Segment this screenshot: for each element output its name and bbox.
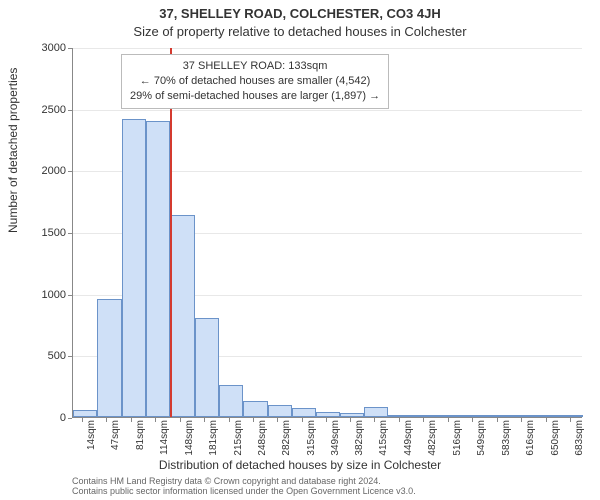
histogram-bar <box>122 119 146 417</box>
histogram-bar <box>461 415 486 417</box>
footer-line1: Contains HM Land Registry data © Crown c… <box>72 476 416 486</box>
histogram-bar <box>413 415 437 417</box>
xtick-mark <box>131 418 132 422</box>
xtick-mark <box>277 418 278 422</box>
xtick-label: 482sqm <box>427 420 438 456</box>
xtick-mark <box>472 418 473 422</box>
xtick-mark <box>374 418 375 422</box>
footer-attribution: Contains HM Land Registry data © Crown c… <box>72 476 416 497</box>
xtick-label: 114sqm <box>159 420 170 455</box>
histogram-bar <box>510 415 534 417</box>
histogram-bar <box>534 415 559 417</box>
chart-subtitle: Size of property relative to detached ho… <box>0 24 600 39</box>
histogram-bar <box>146 121 170 417</box>
xtick-mark <box>155 418 156 422</box>
xtick-label: 282sqm <box>281 420 292 456</box>
xtick-label: 215sqm <box>233 420 244 456</box>
xtick-label: 616sqm <box>525 420 536 456</box>
annotation-line2: ← 70% of detached houses are smaller (4,… <box>130 74 380 89</box>
ytick-label: 500 <box>6 350 66 362</box>
ytick-label: 2000 <box>6 165 66 177</box>
xtick-mark <box>399 418 400 422</box>
annotation-box: 37 SHELLEY ROAD: 133sqm ← 70% of detache… <box>121 54 389 109</box>
y-axis-label: Number of detached properties <box>6 68 20 233</box>
ytick-label: 3000 <box>6 42 66 54</box>
histogram-bar <box>73 410 97 417</box>
xtick-mark <box>253 418 254 422</box>
histogram-bar <box>243 401 268 417</box>
histogram-bar <box>97 299 122 417</box>
annotation-line3: 29% of semi-detached houses are larger (… <box>130 89 380 104</box>
histogram-bar <box>486 415 510 417</box>
xtick-mark <box>204 418 205 422</box>
xtick-label: 248sqm <box>257 420 268 456</box>
histogram-bar <box>437 415 461 417</box>
xtick-label: 349sqm <box>330 420 341 456</box>
xtick-mark <box>326 418 327 422</box>
ytick-mark <box>68 418 72 419</box>
xtick-label: 181sqm <box>208 420 219 456</box>
xtick-label: 315sqm <box>306 420 317 456</box>
xtick-label: 516sqm <box>452 420 463 456</box>
histogram-bar <box>292 408 316 417</box>
xtick-mark <box>180 418 181 422</box>
ytick-label: 1500 <box>6 227 66 239</box>
xtick-label: 47sqm <box>110 420 121 450</box>
xtick-mark <box>497 418 498 422</box>
xtick-mark <box>448 418 449 422</box>
x-axis-label: Distribution of detached houses by size … <box>0 458 600 472</box>
histogram-bar <box>195 318 219 417</box>
xtick-mark <box>106 418 107 422</box>
xtick-label: 583sqm <box>501 420 512 456</box>
histogram-bar <box>268 405 292 417</box>
xtick-mark <box>521 418 522 422</box>
xtick-mark <box>302 418 303 422</box>
xtick-mark <box>82 418 83 422</box>
ytick-label: 2500 <box>6 104 66 116</box>
plot-area: 37 SHELLEY ROAD: 133sqm ← 70% of detache… <box>72 48 582 418</box>
histogram-bar <box>559 415 583 417</box>
xtick-label: 415sqm <box>378 420 389 456</box>
xtick-mark <box>570 418 571 422</box>
xtick-label: 549sqm <box>476 420 487 456</box>
annotation-line1: 37 SHELLEY ROAD: 133sqm <box>130 59 380 74</box>
footer-line2: Contains public sector information licen… <box>72 486 416 496</box>
histogram-bar <box>364 407 388 417</box>
xtick-label: 382sqm <box>354 420 365 456</box>
xtick-label: 650sqm <box>550 420 561 456</box>
xtick-label: 449sqm <box>403 420 414 456</box>
xtick-label: 81sqm <box>135 420 146 450</box>
xtick-mark <box>423 418 424 422</box>
histogram-bar <box>170 215 195 417</box>
histogram-bar <box>340 413 364 417</box>
xtick-mark <box>229 418 230 422</box>
histogram-bar <box>316 412 341 417</box>
xtick-mark <box>350 418 351 422</box>
chart-title-address: 37, SHELLEY ROAD, COLCHESTER, CO3 4JH <box>0 6 600 21</box>
xtick-label: 14sqm <box>86 420 97 450</box>
ytick-label: 0 <box>6 412 66 424</box>
xtick-label: 148sqm <box>184 420 195 456</box>
histogram-bar <box>388 415 413 417</box>
chart-container: 37, SHELLEY ROAD, COLCHESTER, CO3 4JH Si… <box>0 0 600 500</box>
ytick-label: 1000 <box>6 289 66 301</box>
histogram-bar <box>219 385 243 417</box>
xtick-label: 683sqm <box>574 420 585 456</box>
xtick-mark <box>546 418 547 422</box>
